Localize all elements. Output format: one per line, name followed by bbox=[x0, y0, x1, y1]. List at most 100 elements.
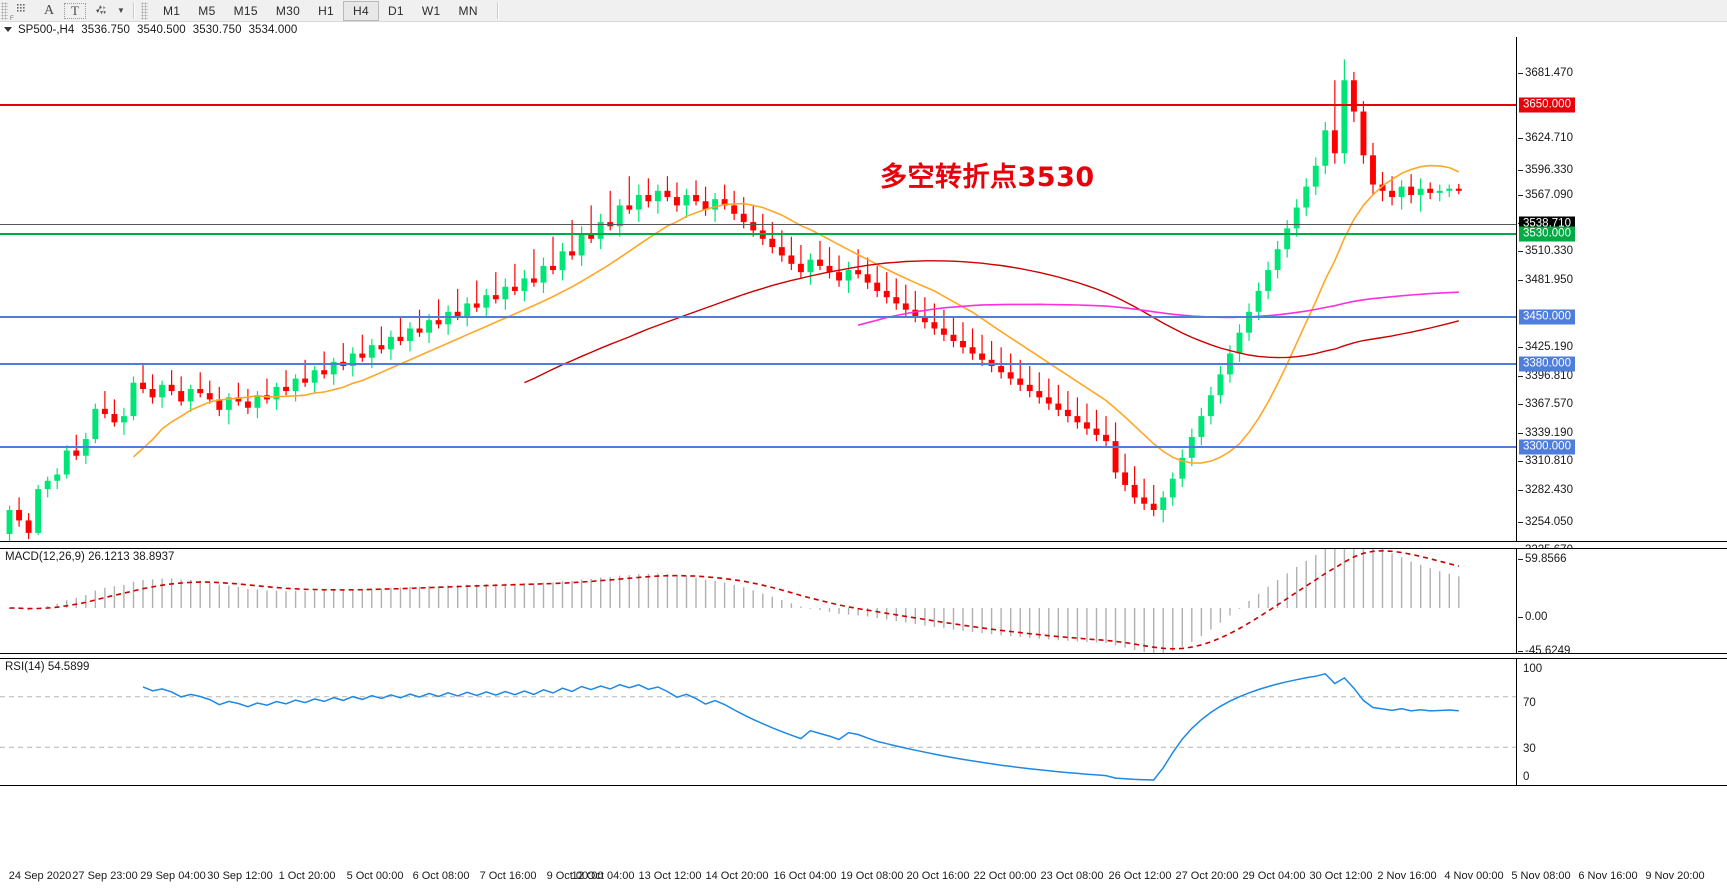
timeframe-h4[interactable]: H4 bbox=[343, 0, 379, 21]
level-3450-badge[interactable]: 3450.000 bbox=[1519, 309, 1575, 325]
rsi-tick: 70 bbox=[1523, 697, 1536, 709]
price-tick: 3282.430 bbox=[1518, 484, 1573, 496]
rsi-tick: 30 bbox=[1523, 743, 1536, 755]
price-tick: 3624.710 bbox=[1518, 132, 1573, 144]
symbol-quote-bar: SP500-,H4 3536.750 3540.500 3530.750 353… bbox=[0, 22, 1727, 37]
macd-tick: -45.6249 bbox=[1517, 645, 1571, 657]
text-box-icon[interactable]: T bbox=[62, 1, 88, 21]
time-axis-label: 1 Oct 20:00 bbox=[278, 870, 336, 882]
time-axis-label: 9 Oct 00:00 bbox=[546, 870, 604, 882]
time-axis-label: 9 Nov 20:00 bbox=[1645, 870, 1705, 882]
crosshair-sublabel: F bbox=[10, 15, 14, 22]
time-axis-label: 24 Sep 2020 bbox=[8, 870, 72, 882]
level-3300-badge[interactable]: 3300.000 bbox=[1519, 439, 1575, 455]
timeframe-mn[interactable]: MN bbox=[458, 3, 478, 18]
timeframe-m30[interactable]: M30 bbox=[275, 3, 301, 18]
time-axis-label: 29 Sep 04:00 bbox=[140, 870, 206, 882]
price-tick: 3481.950 bbox=[1518, 274, 1573, 286]
crosshair-icon[interactable]: F bbox=[10, 1, 36, 22]
toolbar-grip[interactable] bbox=[1, 1, 8, 20]
timeframe-m15[interactable]: M15 bbox=[233, 3, 258, 18]
macd-tick: 59.8566 bbox=[1518, 553, 1567, 565]
text-label-icon[interactable]: A bbox=[43, 2, 55, 18]
shapes-dropdown-caret-icon[interactable]: ▼ bbox=[117, 6, 125, 15]
macd-series bbox=[8, 549, 1460, 653]
price-tick: 3339.190 bbox=[1518, 427, 1573, 439]
price-tick: 3596.330 bbox=[1518, 164, 1573, 176]
time-axis-label: 4 Nov 00:00 bbox=[1444, 870, 1504, 882]
time-axis-label: 23 Oct 08:00 bbox=[1040, 870, 1104, 882]
timeframe-group: M1 M5 M15 M30 H1 H4 D1 W1 MN bbox=[154, 0, 487, 21]
time-axis-label: 29 Oct 04:00 bbox=[1242, 870, 1306, 882]
level-3300-line[interactable] bbox=[0, 446, 1516, 448]
level-3530-badge[interactable]: 3530.000 bbox=[1519, 226, 1575, 242]
time-axis-label: 2 Nov 16:00 bbox=[1377, 870, 1437, 882]
quote-close: 3534.000 bbox=[248, 23, 298, 36]
time-axis-label: 5 Oct 00:00 bbox=[346, 870, 404, 882]
macd-panel[interactable]: MACD(12,26,9) 26.1213 38.8937 59.8566 0.0… bbox=[0, 548, 1727, 657]
time-axis-label: 6 Oct 08:00 bbox=[412, 870, 470, 882]
price-tick: 3681.470 bbox=[1518, 67, 1573, 79]
main-toolbar: F A T ▼ M1 M5 M15 M30 H1 H4 D1 W1 MN bbox=[0, 0, 1727, 22]
rsi-tick: 0 bbox=[1523, 771, 1530, 783]
level-3650-badge[interactable]: 3650.000 bbox=[1519, 97, 1575, 113]
price-panel[interactable]: 多空转折点3530 3681.470 3624.710 3596.330 3567.0… bbox=[0, 37, 1727, 589]
timeframe-h1[interactable]: H1 bbox=[318, 3, 335, 18]
time-axis-label: 5 Nov 08:00 bbox=[1511, 870, 1571, 882]
time-axis-label: 6 Nov 16:00 bbox=[1578, 870, 1638, 882]
toolbar-separator bbox=[133, 2, 135, 19]
timeframe-m5[interactable]: M5 bbox=[198, 3, 216, 18]
timeframe-w1[interactable]: W1 bbox=[421, 3, 441, 18]
chart-annotation-text: 多空转折点3530 bbox=[880, 162, 1095, 193]
price-tick: 3425.190 bbox=[1518, 341, 1573, 353]
rsi-tick: 100 bbox=[1523, 663, 1543, 675]
time-axis-label: 30 Sep 12:00 bbox=[207, 870, 273, 882]
macd-tick: 0.00 bbox=[1517, 611, 1548, 623]
time-axis-label: 26 Oct 12:00 bbox=[1108, 870, 1172, 882]
level-3380-badge[interactable]: 3380.000 bbox=[1519, 356, 1575, 372]
level-3450-line[interactable] bbox=[0, 316, 1516, 318]
level-3380-line[interactable] bbox=[0, 363, 1516, 365]
time-axis-label: 22 Oct 00:00 bbox=[973, 870, 1037, 882]
symbol-name: SP500-,H4 bbox=[18, 23, 75, 36]
chart-menu-caret-icon[interactable] bbox=[4, 27, 12, 32]
price-tick: 3567.090 bbox=[1518, 189, 1573, 201]
quote-open: 3536.750 bbox=[81, 23, 131, 36]
rsi-panel[interactable]: RSI(14) 54.5899 100 70 30 0 bbox=[0, 658, 1727, 786]
rsi-label: RSI(14) 54.5899 bbox=[5, 661, 90, 673]
price-plot-area[interactable]: 多空转折点3530 bbox=[0, 37, 1516, 541]
time-axis-label: 20 Oct 16:00 bbox=[906, 870, 970, 882]
time-axis-label: 27 Oct 20:00 bbox=[1175, 870, 1239, 882]
time-axis-label: 27 Sep 23:00 bbox=[72, 870, 138, 882]
current-price-line bbox=[0, 224, 1516, 225]
price-tick: 3396.810 bbox=[1518, 370, 1573, 382]
level-3530-line[interactable] bbox=[0, 233, 1516, 235]
time-axis: 24 Sep 2020 27 Sep 23:00 29 Sep 04:00 30 Se… bbox=[0, 786, 1727, 892]
price-tick: 3510.330 bbox=[1518, 245, 1573, 257]
candlestick-series bbox=[6, 59, 1462, 541]
price-tick: 3310.810 bbox=[1518, 455, 1573, 467]
level-3650-line[interactable] bbox=[0, 104, 1516, 106]
price-tick: 3367.570 bbox=[1518, 398, 1573, 410]
time-axis-label: 12 Oct 04:00 bbox=[571, 870, 635, 882]
price-axis[interactable]: 3681.4703624.7103596.3303567.0903538.710… bbox=[1516, 37, 1727, 589]
time-axis-label: 30 Oct 12:00 bbox=[1309, 870, 1373, 882]
rsi-axis[interactable]: 100 70 30 0 bbox=[1516, 659, 1727, 785]
macd-label: MACD(12,26,9) 26.1213 38.8937 bbox=[5, 551, 175, 563]
timeframe-m1[interactable]: M1 bbox=[163, 3, 181, 18]
rsi-series bbox=[0, 672, 1516, 781]
quote-low: 3530.750 bbox=[192, 23, 242, 36]
macd-plot-area[interactable] bbox=[0, 549, 1516, 653]
time-axis-label: 16 Oct 04:00 bbox=[773, 870, 837, 882]
timeframe-d1[interactable]: D1 bbox=[387, 3, 404, 18]
time-axis-label: 14 Oct 20:00 bbox=[705, 870, 769, 882]
time-axis-label: 19 Oct 08:00 bbox=[840, 870, 904, 882]
rsi-plot-area[interactable] bbox=[0, 659, 1516, 785]
shapes-icon[interactable] bbox=[88, 1, 114, 21]
macd-axis[interactable]: 59.8566 0.00 -45.6249 bbox=[1516, 549, 1727, 657]
timeframe-grip[interactable] bbox=[141, 1, 148, 20]
time-axis-label: 13 Oct 12:00 bbox=[638, 870, 702, 882]
price-tick: 3254.050 bbox=[1518, 516, 1573, 528]
quote-high: 3540.500 bbox=[137, 23, 186, 36]
